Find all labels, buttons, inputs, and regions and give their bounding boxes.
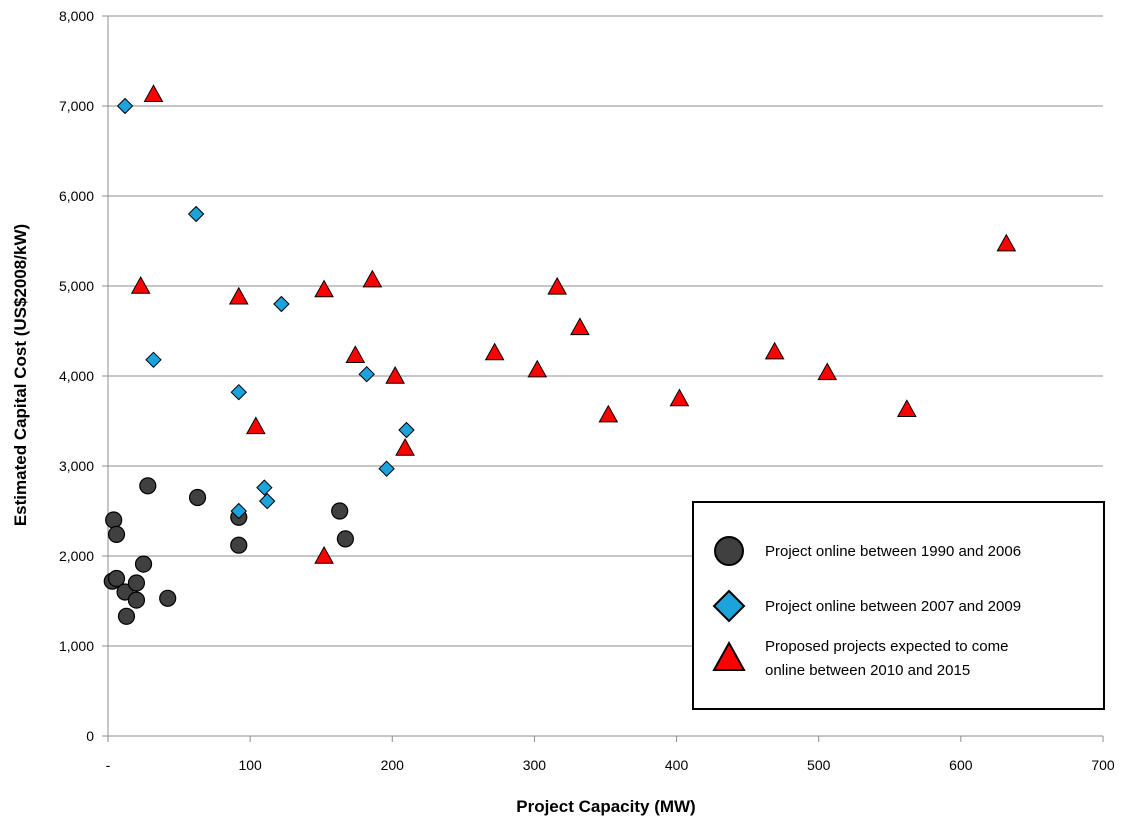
triangle-point — [669, 388, 690, 407]
circle-point — [105, 511, 123, 529]
y-tick-label: 3,000 — [59, 458, 94, 474]
triangle-point — [143, 84, 164, 102]
triangle-point — [362, 269, 383, 288]
triangle-point — [547, 276, 568, 295]
triangle-point — [228, 286, 249, 305]
triangle-point — [385, 365, 405, 384]
triangle-point — [484, 342, 505, 361]
diamond-point — [398, 421, 415, 439]
circle-point — [107, 569, 126, 588]
triangle-point — [345, 345, 366, 363]
triangle-point — [314, 545, 334, 564]
legend-label: Proposed projects expected to come online… — [765, 638, 1008, 679]
y-tick-label: 7,000 — [59, 98, 94, 114]
diamond-point — [358, 365, 375, 383]
x-tick-label: 100 — [238, 757, 262, 773]
circle-point — [336, 530, 354, 548]
circle-point — [134, 555, 153, 573]
circle-point — [188, 488, 207, 507]
circle-point — [107, 525, 126, 544]
diamond-point — [258, 492, 276, 510]
triangle-point — [598, 404, 619, 423]
x-tick-label: 500 — [807, 757, 831, 773]
diamond-point — [187, 205, 205, 223]
data-points — [103, 84, 1017, 625]
y-axis-title: Estimated Capital Cost (US$2008/kW) — [11, 224, 30, 526]
y-tick-label: 4,000 — [59, 368, 94, 384]
legend-box — [692, 501, 1105, 710]
triangle-point — [130, 275, 151, 294]
triangle-point — [896, 399, 917, 417]
gridlines — [108, 15, 1103, 647]
triangle-point — [764, 341, 785, 360]
diamond-point — [230, 383, 247, 401]
circle-point — [159, 589, 177, 607]
triangle-point — [314, 279, 334, 298]
circle-point — [127, 574, 146, 592]
y-tick-label: 0 — [86, 728, 94, 744]
triangle-point — [527, 359, 548, 378]
circle-point — [117, 607, 136, 625]
y-tick-label: 6,000 — [59, 188, 94, 204]
triangle-point — [570, 317, 590, 336]
circle-point — [331, 502, 349, 520]
x-tick-label: 200 — [381, 757, 405, 773]
triangle-point — [245, 416, 266, 435]
x-tick-label: 400 — [665, 757, 689, 773]
x-tick-label: 700 — [1091, 757, 1115, 773]
y-tick-label: 1,000 — [59, 638, 94, 654]
y-axis-ticks: 0 1,000 2,000 3,000 4,000 5,000 6,000 7,000 8,00… — [59, 8, 108, 744]
x-tick-label: - — [106, 757, 111, 773]
circle-point — [230, 536, 248, 554]
circle-point — [127, 591, 146, 609]
legend-label: Project online between 2007 and 2009 — [765, 598, 1021, 615]
x-tick-label: 600 — [949, 757, 973, 773]
x-axis-ticks: - 100 200 300 400 500 600 700 — [106, 736, 1115, 773]
triangle-point — [817, 362, 838, 381]
diamond-point — [273, 295, 290, 313]
legend-diamond-marker — [712, 589, 746, 623]
diamond-point — [230, 502, 247, 520]
legend-label: Project online between 1990 and 2006 — [765, 543, 1021, 560]
diamond-point — [116, 97, 134, 115]
y-tick-label: 8,000 — [59, 8, 94, 24]
diamond-point — [378, 460, 395, 477]
legend: Project online between 1990 and 2006 Proj… — [692, 501, 1105, 710]
x-tick-label: 300 — [523, 757, 547, 773]
diamond-point — [256, 479, 273, 496]
legend-triangle-marker — [712, 640, 746, 671]
diamond-point — [145, 351, 162, 369]
x-axis-title: Project Capacity (MW) — [516, 797, 695, 816]
circle-point — [139, 477, 157, 495]
y-tick-label: 2,000 — [59, 548, 94, 564]
triangle-point — [996, 233, 1017, 252]
legend-circle-marker — [714, 536, 744, 566]
triangle-point — [395, 437, 415, 456]
y-tick-label: 5,000 — [59, 278, 94, 294]
